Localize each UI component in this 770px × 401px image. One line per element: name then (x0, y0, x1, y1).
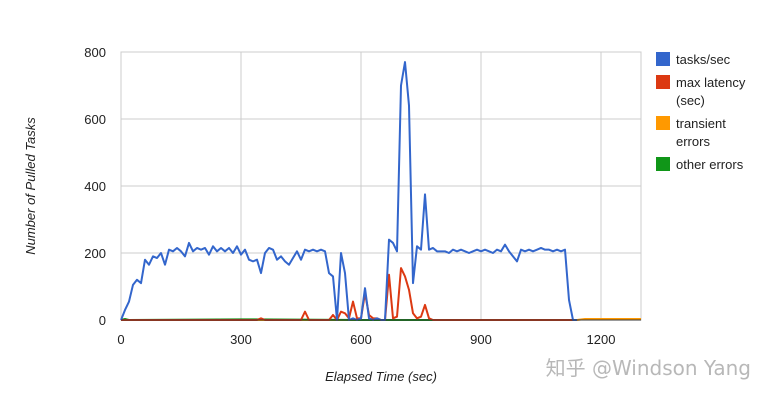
x-tick-label: 600 (350, 332, 372, 347)
legend-swatch (656, 52, 670, 66)
y-tick-label: 0 (99, 313, 106, 328)
legend: tasks/sec max latency (sec) transient errors… (656, 52, 746, 172)
x-tick-labels: 0 300 600 900 1200 (117, 332, 615, 347)
legend-label: transient errors (676, 116, 726, 149)
series-layer (120, 61, 641, 321)
legend-label: other errors (676, 157, 744, 172)
legend-swatch (656, 116, 670, 130)
legend-label: tasks/sec (676, 52, 731, 67)
legend-item: transient errors (656, 116, 726, 149)
legend-swatch (656, 75, 670, 89)
legend-item: max latency (sec) (656, 75, 746, 108)
y-tick-label: 400 (84, 179, 106, 194)
x-tick-label: 1200 (587, 332, 616, 347)
legend-swatch (656, 157, 670, 171)
watermark-text: 知乎 @Windson Yang (546, 356, 751, 380)
grid-lines (121, 51, 641, 320)
x-axis-title: Elapsed Time (sec) (325, 369, 437, 384)
y-tick-label: 200 (84, 246, 106, 261)
y-tick-label: 600 (84, 112, 106, 127)
legend-item: tasks/sec (656, 52, 731, 67)
series-line-tasks-sec (120, 61, 577, 321)
y-axis-title: Number of Pulled Tasks (23, 117, 38, 255)
y-tick-labels: 0 200 400 600 800 (84, 45, 106, 328)
y-tick-label: 800 (84, 45, 106, 60)
legend-item: other errors (656, 157, 744, 172)
x-tick-label: 0 (117, 332, 124, 347)
x-tick-label: 300 (230, 332, 252, 347)
x-tick-label: 900 (470, 332, 492, 347)
legend-label: max latency (sec) (676, 75, 746, 108)
